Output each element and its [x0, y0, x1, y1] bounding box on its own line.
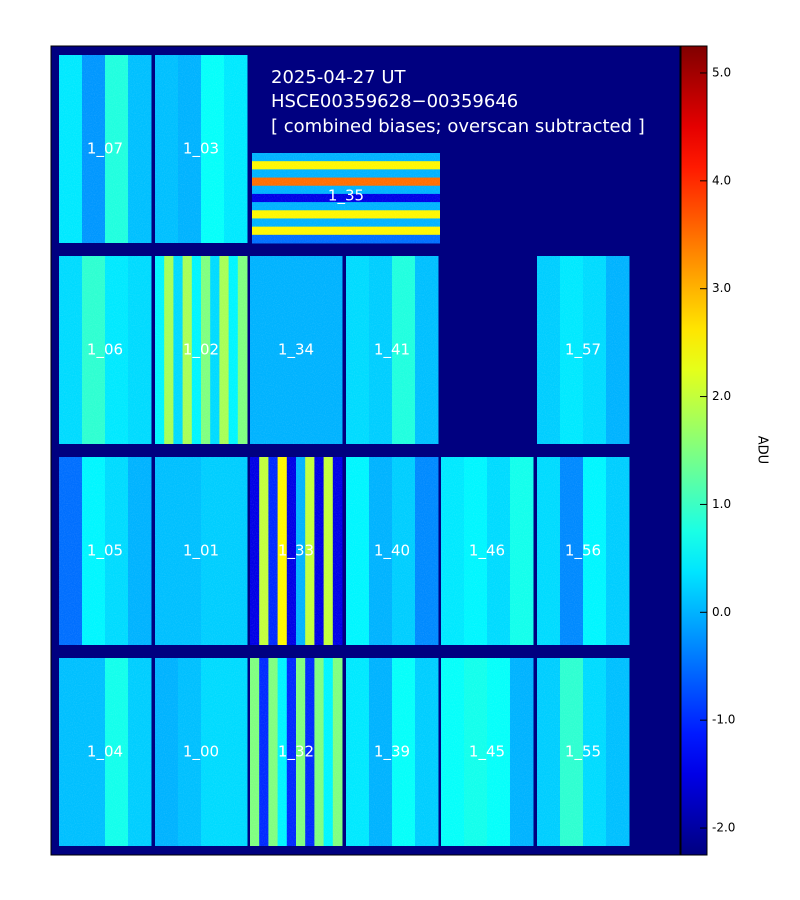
colorbar-label: ADU: [755, 436, 770, 464]
chip-noise: [252, 153, 440, 243]
chip-1-46: 1_46: [441, 457, 534, 645]
chip-noise: [250, 658, 342, 846]
chip-noise: [346, 256, 438, 444]
chip-noise: [346, 658, 438, 846]
colorbar-tick-label: -2.0: [712, 821, 735, 835]
title-frames: HSCE00359628−00359646: [271, 91, 518, 112]
chip-1-02: 1_02: [155, 256, 248, 444]
chip-1-45: 1_45: [441, 658, 534, 846]
title-date: 2025-04-27 UT: [271, 67, 407, 88]
chip-1-34: 1_34: [250, 256, 343, 444]
chip-label: 1_55: [565, 743, 601, 762]
colorbar-ticks: -2.0 -1.0 0.0 1.0 2.0 3.0 4.0 5.0: [700, 65, 735, 835]
chip-1-01: 1_01: [155, 457, 248, 645]
chip-1-33: 1_33: [250, 457, 343, 645]
colorbar-tick-label: 3.0: [712, 281, 731, 295]
chip-noise: [537, 658, 629, 846]
chip-label: 1_00: [183, 743, 219, 762]
chip-1-39: 1_39: [346, 658, 439, 846]
chip-label: 1_03: [183, 140, 219, 159]
chip-label: 1_41: [374, 341, 410, 360]
chip-noise: [59, 55, 151, 243]
chip-noise: [59, 658, 151, 846]
chip-label: 1_57: [565, 341, 601, 360]
chip-1-32: 1_32: [250, 658, 343, 846]
chip-label: 1_06: [87, 341, 123, 360]
title-description: [ combined biases; overscan subtracted ]: [271, 116, 645, 137]
chip-layer: 1_07 1_03 1_35 1_06 1_02 1_34 1_41 1_57 1_05 1_01…: [59, 55, 630, 846]
chip-1-40: 1_40: [346, 457, 439, 645]
chip-1-00: 1_00: [155, 658, 248, 846]
chip-noise: [59, 457, 151, 645]
colorbar-tick-label: 4.0: [712, 173, 731, 187]
chip-1-56: 1_56: [537, 457, 630, 645]
chip-label: 1_34: [278, 341, 314, 360]
chip-1-03: 1_03: [155, 55, 248, 243]
chip-1-05: 1_05: [59, 457, 152, 645]
chip-noise: [441, 658, 533, 846]
chip-1-04: 1_04: [59, 658, 152, 846]
chip-label: 1_46: [469, 542, 505, 561]
chip-label: 1_56: [565, 542, 601, 561]
colorbar-tick-label: 1.0: [712, 497, 731, 511]
chip-label: 1_32: [278, 743, 314, 762]
title-block: 2025-04-27 UT HSCE00359628−00359646 [ co…: [271, 67, 645, 137]
chip-label: 1_39: [374, 743, 410, 762]
chip-1-35: 1_35: [252, 153, 440, 244]
chip-label: 1_05: [87, 542, 123, 561]
chip-label: 1_02: [183, 341, 219, 360]
colorbar-tick-label: 5.0: [712, 65, 731, 79]
chip-label: 1_04: [87, 743, 123, 762]
chip-label: 1_33: [278, 542, 314, 561]
chip-1-07: 1_07: [59, 55, 152, 243]
chip-noise: [155, 256, 247, 444]
chip-noise: [250, 457, 342, 645]
chip-noise: [537, 256, 629, 444]
chip-noise: [441, 457, 533, 645]
colorbar-tick-label: 0.0: [712, 605, 731, 619]
chip-label: 1_01: [183, 542, 219, 561]
chip-noise: [155, 55, 247, 243]
chip-noise: [346, 457, 438, 645]
chip-noise: [250, 256, 342, 444]
chip-label: 1_45: [469, 743, 505, 762]
colorbar-tick-label: 2.0: [712, 389, 731, 403]
chip-1-57: 1_57: [537, 256, 630, 444]
colorbar-tick-label: -1.0: [712, 713, 735, 727]
chip-noise: [155, 457, 247, 645]
chip-1-06: 1_06: [59, 256, 152, 444]
colorbar: [680, 45, 708, 856]
chip-noise: [155, 658, 247, 846]
chip-label: 1_07: [87, 140, 123, 159]
chip-1-55: 1_55: [537, 658, 630, 846]
chip-noise: [59, 256, 151, 444]
chip-label: 1_40: [374, 542, 410, 561]
chip-1-41: 1_41: [346, 256, 439, 444]
chip-noise: [537, 457, 629, 645]
chip-label: 1_35: [328, 187, 364, 206]
